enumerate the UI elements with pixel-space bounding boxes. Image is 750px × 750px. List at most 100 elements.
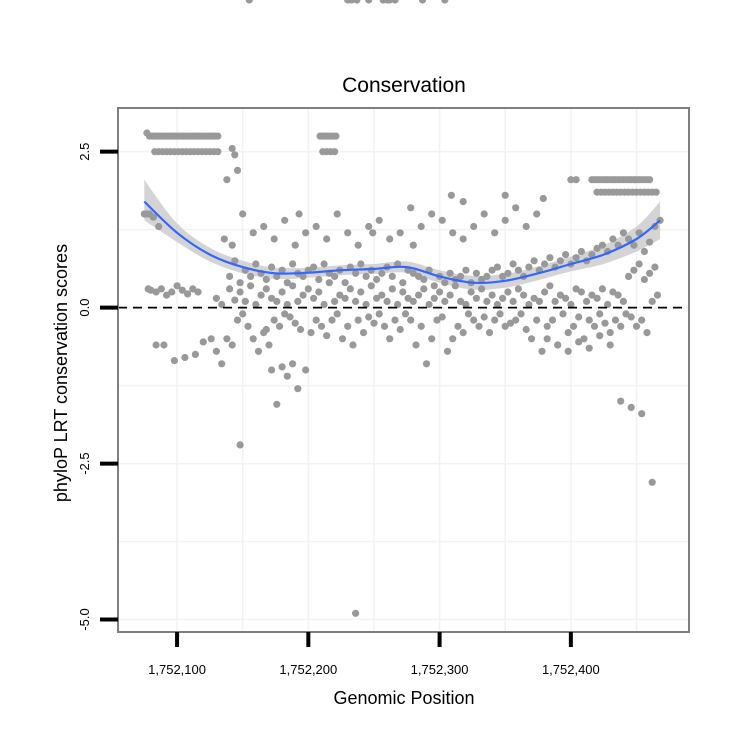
data-point [212,347,220,355]
data-point [378,291,386,299]
data-point [575,338,583,346]
data-point [262,275,270,284]
data-point [441,279,449,287]
data-point [478,275,486,284]
data-point [446,269,454,277]
data-point [422,360,431,368]
data-point [504,269,512,277]
data-point [352,297,360,305]
data-point [596,332,604,340]
data-point [420,275,428,284]
data-point [178,286,186,294]
data-point [436,288,444,296]
data-point [252,300,260,309]
data-point [635,229,643,237]
data-point [446,291,454,299]
data-point [491,316,499,324]
data-point [514,285,523,293]
data-point [541,260,549,268]
y-tick-label: 0.0 [77,299,92,317]
data-point [609,235,617,243]
data-point [365,0,373,4]
data-point [212,294,220,302]
data-point [501,216,509,224]
data-point [252,260,260,268]
data-point [632,322,641,330]
data-point [228,144,236,153]
data-point [546,254,554,262]
data-point [409,297,417,305]
data-point [214,148,222,156]
data-point [275,322,284,330]
data-point [569,322,578,330]
data-point [375,216,383,224]
data-point [168,288,176,296]
data-point [302,366,310,374]
data-point [295,210,303,218]
data-point [470,316,478,324]
data-point [543,322,551,330]
data-point [449,229,457,237]
data-point [241,297,249,305]
data-point [307,329,315,337]
data-point [323,235,331,243]
data-point [617,322,625,330]
data-point [173,282,181,290]
x-tick-label: 1,752,400 [542,662,600,677]
data-point [286,313,294,321]
data-point [430,282,438,290]
data-point [157,285,165,293]
data-point [220,235,228,243]
data-point [472,269,480,277]
data-point [247,272,255,280]
data-point [273,297,281,305]
data-point [606,329,614,337]
data-point [627,313,635,321]
data-point [163,291,171,299]
panel-border [117,107,690,633]
data-point [428,210,436,218]
data-point [369,229,377,237]
data-point [548,316,557,324]
data-point [191,350,199,358]
data-point [441,297,449,305]
data-point [383,297,391,305]
data-point [428,335,436,343]
data-point [273,400,281,408]
data-point [333,210,341,218]
data-point [291,241,299,249]
data-point [564,329,572,337]
data-point [228,341,236,349]
data-point [585,344,593,352]
data-point [462,300,470,309]
data-point [577,288,586,296]
data-point [530,257,538,265]
data-point [354,241,362,249]
data-point [152,288,160,296]
data-point [648,297,656,305]
data-point [412,341,420,349]
data-point [262,325,270,334]
data-point [194,288,202,296]
data-point [543,335,551,343]
data-point [501,191,509,199]
data-point [233,166,242,174]
data-point [278,288,286,296]
data-point [472,294,480,302]
data-point [556,291,565,299]
data-point [572,254,580,262]
data-point [614,291,622,299]
data-point [249,335,257,343]
data-point [407,204,415,212]
data-point [365,313,373,321]
data-point [551,297,559,305]
data-point [354,316,362,324]
data-point [391,316,399,324]
data-point [317,322,326,330]
y-axis: -5.0 -2.5 0.0 2.5 [77,143,118,631]
data-point [310,294,318,302]
data-point [265,341,273,349]
data-point [231,296,239,304]
data-point [447,191,455,199]
